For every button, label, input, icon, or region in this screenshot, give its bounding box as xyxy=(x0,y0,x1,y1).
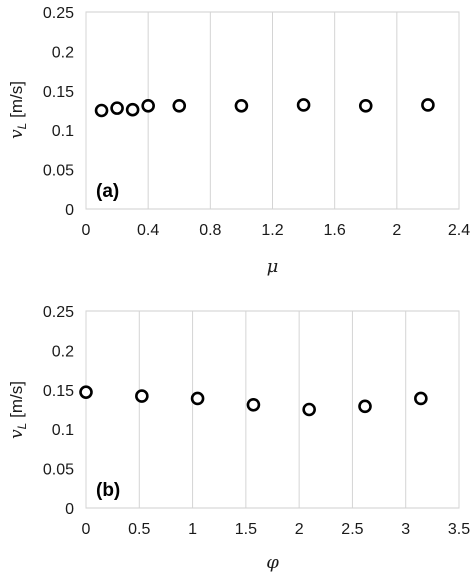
panel-a-y-tick-label: 0.05 xyxy=(43,163,74,180)
panel-a-x-tick-label: 1.6 xyxy=(324,222,346,239)
panel-a-label: (a) xyxy=(96,181,119,202)
panel-a-data-point xyxy=(296,98,311,112)
panel-b-data-point xyxy=(246,397,261,412)
panel-a-y-tick-label: 0.2 xyxy=(52,44,74,61)
panel-b-x-axis-title: φ xyxy=(266,552,279,573)
panel-a-y-axis-title: vL [m/s] xyxy=(7,81,29,139)
panel-b-x-tick-label: 3 xyxy=(401,521,410,538)
panel-b-data-point xyxy=(358,399,372,414)
panel-a-data-point xyxy=(172,98,187,113)
panel-b-data-point xyxy=(302,402,316,417)
panel-b-data-point xyxy=(414,391,428,406)
panel-b-plot-frame xyxy=(85,310,460,509)
panel-b-x-tick-label: 1.5 xyxy=(235,521,257,538)
panel-b-y-tick-label: 0.25 xyxy=(43,304,74,321)
panel-a-x-tick-label: 0.4 xyxy=(137,222,159,239)
panel-a-x-tick-label: 0.8 xyxy=(199,222,221,239)
panel-a-x-tick-label: 2.4 xyxy=(448,222,470,239)
panel-a-data-point xyxy=(125,102,140,117)
panel-b-y-tick-label: 0.05 xyxy=(43,462,74,479)
panel-a-x-tick-label: 0 xyxy=(82,222,91,239)
panel-a-y-tick-label: 0.1 xyxy=(52,123,74,140)
panel-a-x-axis-title: μ xyxy=(267,256,279,277)
panel-b-data-point xyxy=(79,385,93,399)
panel-a-x-tick-label: 1.2 xyxy=(261,222,283,239)
panel-a-y-tick-label: 0.15 xyxy=(43,84,74,101)
panel-a-data-point xyxy=(358,98,373,113)
panel-b-data-point xyxy=(190,391,205,406)
panel-b-x-tick-label: 1 xyxy=(188,521,197,538)
panel-a-data-point xyxy=(421,98,435,112)
panel-a-y-tick-label: 0.25 xyxy=(43,5,74,22)
panel-b-x-tick-label: 0.5 xyxy=(128,521,150,538)
panel-b-y-tick-label: 0.2 xyxy=(52,343,74,360)
panel-b-x-tick-label: 3.5 xyxy=(448,521,470,538)
panel-b-y-tick-label: 0 xyxy=(65,501,74,518)
panel-b-y-tick-label: 0.1 xyxy=(52,422,74,439)
panel-b-label: (b) xyxy=(96,480,120,501)
panel-a-data-point xyxy=(234,98,249,113)
panel-b-x-tick-label: 0 xyxy=(82,521,91,538)
panel-b-data-point xyxy=(135,389,149,403)
panel-a-y-tick-label: 0 xyxy=(65,202,74,219)
panel-b-x-tick-label: 2 xyxy=(295,521,304,538)
panel-a-data-point xyxy=(110,101,124,115)
panel-b-x-tick-label: 2.5 xyxy=(341,521,363,538)
panel-a-data-point xyxy=(141,98,155,113)
panel-b-y-tick-label: 0.15 xyxy=(43,383,74,400)
panel-a-data-point xyxy=(94,103,109,118)
panel-b-y-axis-title: vL [m/s] xyxy=(7,381,29,439)
panel-a-x-tick-label: 2 xyxy=(392,222,401,239)
